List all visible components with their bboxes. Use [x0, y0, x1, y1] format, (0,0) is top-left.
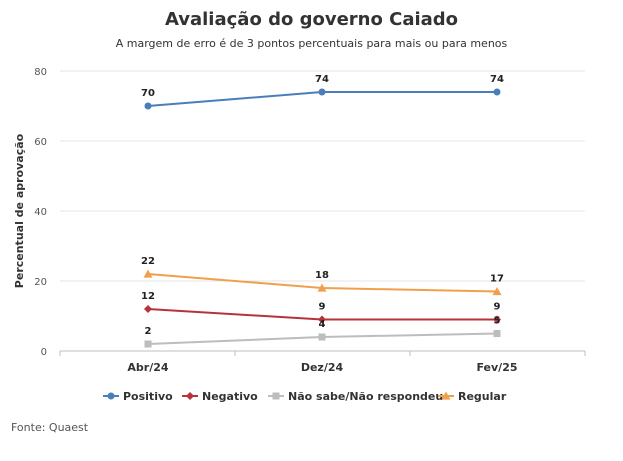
- grid: [60, 70, 585, 282]
- data-point: [493, 315, 501, 324]
- legend-item: Positivo: [103, 390, 173, 403]
- data-point: [493, 330, 501, 337]
- axes: 0 20 40 60 80 Abr/24 Dez/24 Fev/25: [34, 67, 586, 374]
- y-tick-label: 60: [34, 137, 47, 148]
- data-point: [143, 269, 153, 278]
- x-tick-label: Fev/25: [476, 361, 517, 374]
- y-tick-label: 80: [34, 67, 47, 78]
- data-point: [318, 88, 326, 96]
- data-label: 5: [494, 316, 501, 327]
- legend-item: Negativo: [182, 390, 258, 403]
- data-point: [317, 283, 327, 292]
- data-point: [493, 88, 501, 96]
- data-label: 17: [490, 274, 504, 285]
- y-tick-label: 40: [34, 207, 47, 218]
- data-label: 2: [145, 326, 152, 337]
- data-label: 70: [141, 88, 155, 99]
- legend-marker: [186, 392, 194, 400]
- legend-label: Negativo: [202, 390, 258, 403]
- legend-label: Regular: [458, 390, 507, 403]
- data-point: [144, 305, 152, 313]
- y-tick-label: 20: [34, 277, 47, 288]
- data-labels: 70 74 74 12 9 9 2 4 5 22 18 17: [141, 74, 504, 337]
- data-label: 18: [315, 270, 329, 281]
- chart-subtitle: A margem de erro é de 3 pontos percentua…: [115, 37, 508, 50]
- data-label: 22: [141, 256, 155, 267]
- y-axis-title: Percentual de aprovação: [13, 133, 26, 288]
- data-point: [144, 102, 152, 110]
- chart-title: Avaliação do governo Caiado: [164, 9, 459, 30]
- source-note: Fonte: Quaest: [11, 421, 89, 434]
- legend-marker: [441, 391, 451, 400]
- data-point: [318, 315, 326, 324]
- data-point: [144, 340, 152, 348]
- data-point: [318, 333, 326, 341]
- legend-item: Não sabe/Não respondeu: [268, 390, 443, 403]
- x-tick-label: Abr/24: [127, 361, 168, 374]
- legend-label: Positivo: [123, 390, 173, 403]
- data-label: 9: [319, 302, 326, 313]
- y-tick-label: 0: [41, 347, 47, 358]
- legend-marker: [272, 392, 280, 400]
- data-label: 9: [494, 302, 501, 313]
- data-point: [492, 287, 502, 296]
- legend-item: Regular: [438, 390, 507, 403]
- data-label: 4: [319, 319, 326, 330]
- legend-label: Não sabe/Não respondeu: [288, 390, 443, 403]
- legend-marker: [107, 392, 115, 400]
- series: [143, 88, 502, 348]
- legend: Positivo Negativo Não sabe/Não respondeu Re…: [103, 390, 507, 403]
- data-label: 12: [141, 291, 155, 302]
- x-tick-label: Dez/24: [301, 361, 344, 374]
- data-label: 74: [490, 74, 504, 85]
- data-label: 74: [315, 74, 329, 85]
